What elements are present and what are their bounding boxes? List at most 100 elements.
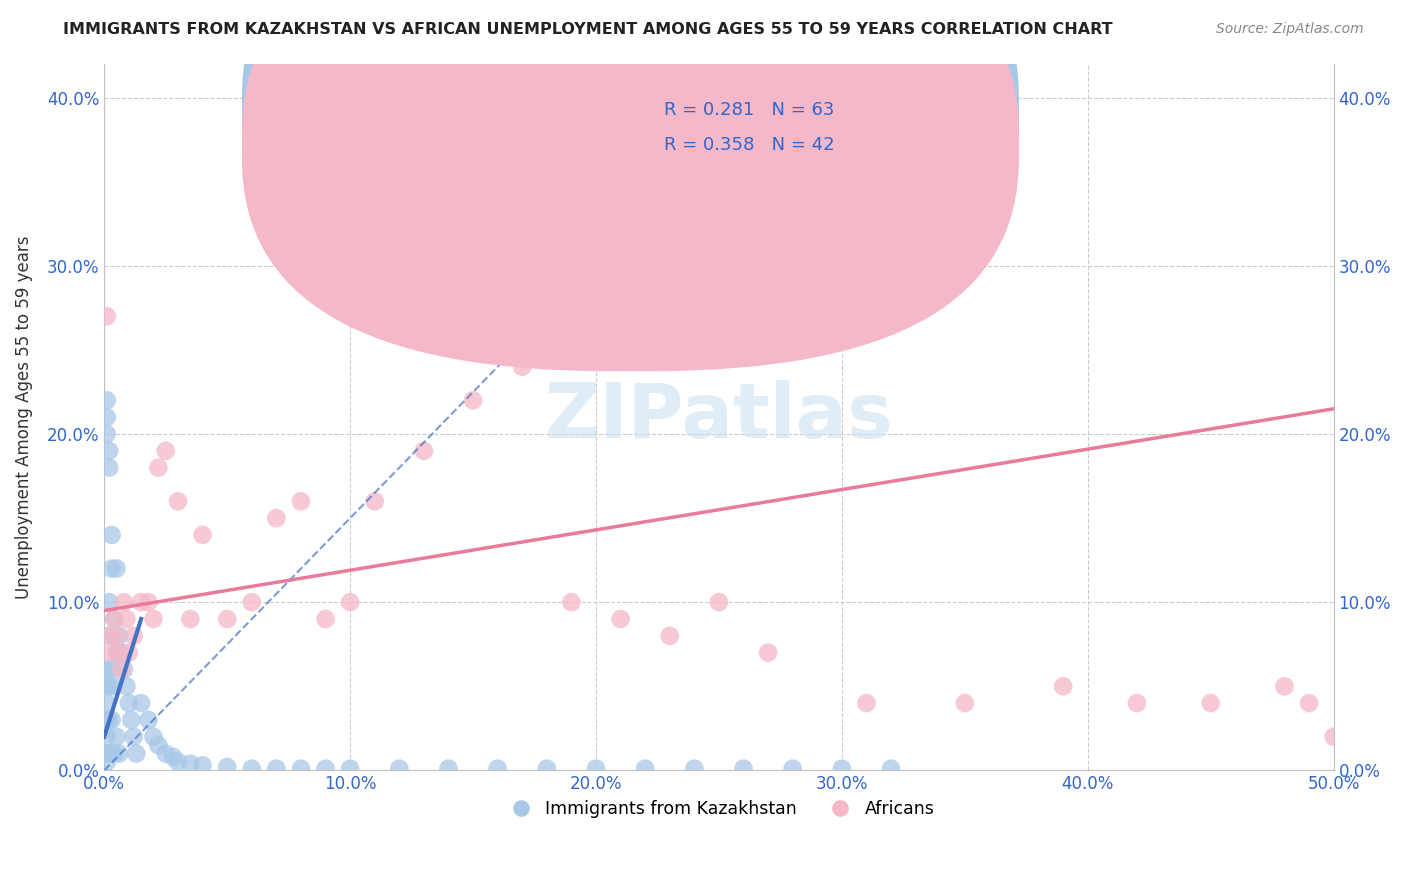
Point [155, 747, 177, 761]
Point [122, 730, 145, 744]
Point [98, 595, 121, 609]
Point [707, 595, 730, 609]
Point [103, 612, 125, 626]
Y-axis label: Unemployment Among Ages 55 to 59 years: Unemployment Among Ages 55 to 59 years [15, 235, 32, 599]
Point [100, 663, 122, 677]
Point [658, 629, 681, 643]
Point [105, 646, 128, 660]
Point [96, 713, 118, 727]
Point [1298, 696, 1320, 710]
Point [100, 747, 122, 761]
Point [103, 612, 125, 626]
Point [266, 511, 288, 525]
Text: R = 0.281   N = 63: R = 0.281 N = 63 [664, 101, 834, 119]
Point [103, 679, 125, 693]
Point [315, 612, 337, 626]
Point [98, 629, 121, 643]
Point [155, 443, 177, 458]
Point [733, 762, 755, 776]
Point [142, 730, 165, 744]
Point [118, 646, 141, 660]
Point [953, 696, 976, 710]
Point [756, 646, 779, 660]
Point [191, 528, 214, 542]
Point [105, 629, 128, 643]
Point [217, 612, 239, 626]
Point [100, 528, 122, 542]
Text: Source: ZipAtlas.com: Source: ZipAtlas.com [1216, 22, 1364, 37]
Point [138, 595, 160, 609]
Point [1274, 679, 1296, 693]
Point [129, 595, 152, 609]
Point [290, 494, 312, 508]
Point [120, 713, 142, 727]
Text: R = 0.358   N = 42: R = 0.358 N = 42 [664, 136, 834, 154]
Point [96, 679, 118, 693]
Point [179, 756, 201, 771]
Point [1199, 696, 1222, 710]
Point [96, 755, 118, 769]
Point [142, 612, 165, 626]
Text: IMMIGRANTS FROM KAZAKHSTAN VS AFRICAN UNEMPLOYMENT AMONG AGES 55 TO 59 YEARS COR: IMMIGRANTS FROM KAZAKHSTAN VS AFRICAN UN… [63, 22, 1114, 37]
Point [96, 663, 118, 677]
Point [96, 410, 118, 425]
Point [98, 443, 121, 458]
Point [148, 738, 170, 752]
Point [461, 393, 484, 408]
Point [683, 762, 706, 776]
Text: ZIPatlas: ZIPatlas [544, 380, 893, 454]
Point [100, 713, 122, 727]
FancyBboxPatch shape [591, 82, 946, 170]
Point [96, 427, 118, 442]
Point [486, 762, 509, 776]
Point [782, 762, 804, 776]
Point [110, 663, 132, 677]
Point [412, 443, 434, 458]
Point [609, 612, 631, 626]
Point [179, 612, 201, 626]
Point [96, 696, 118, 710]
Point [98, 713, 121, 727]
Point [105, 561, 128, 575]
FancyBboxPatch shape [242, 0, 1019, 371]
Point [122, 629, 145, 643]
Point [162, 750, 184, 764]
Point [96, 747, 118, 761]
Point [98, 629, 121, 643]
Point [167, 755, 190, 769]
Point [105, 730, 128, 744]
Point [437, 762, 460, 776]
Point [100, 646, 122, 660]
Point [115, 612, 138, 626]
Point [98, 460, 121, 475]
Point [103, 747, 125, 761]
Point [112, 595, 135, 609]
Point [364, 494, 387, 508]
Point [1126, 696, 1149, 710]
Point [167, 494, 190, 508]
Point [110, 646, 132, 660]
Point [266, 762, 288, 776]
Point [98, 679, 121, 693]
FancyBboxPatch shape [242, 0, 1019, 336]
Point [240, 762, 263, 776]
Point [191, 758, 214, 772]
Point [129, 696, 152, 710]
Point [108, 629, 131, 643]
Point [96, 310, 118, 324]
Point [339, 595, 361, 609]
Point [315, 762, 337, 776]
Point [112, 663, 135, 677]
Point [108, 747, 131, 761]
Point [880, 762, 903, 776]
Point [108, 646, 131, 660]
Point [96, 730, 118, 744]
Point [125, 747, 148, 761]
Point [148, 460, 170, 475]
Point [98, 747, 121, 761]
Point [560, 595, 582, 609]
Point [115, 679, 138, 693]
Point [510, 359, 533, 374]
Point [831, 762, 853, 776]
Point [290, 762, 312, 776]
